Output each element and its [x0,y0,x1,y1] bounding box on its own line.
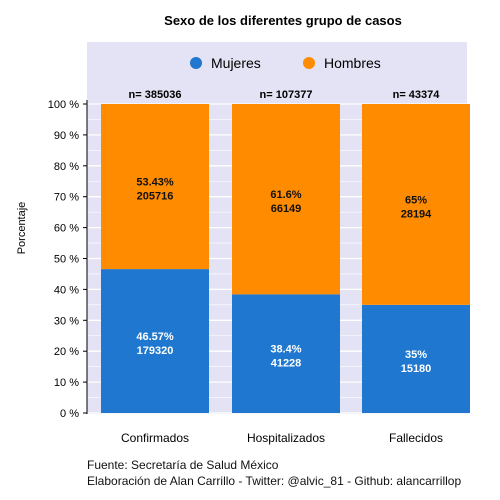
y-tick-label: 80 % [54,161,79,173]
data-label-count: 28194 [401,208,432,220]
caption-credits: Elaboración de Alan Carrillo - Twitter: … [87,474,462,488]
legend-key-mujeres [190,57,202,69]
x-tick-label: Fallecidos [389,431,443,445]
legend-label: Mujeres [211,55,261,71]
y-tick-label: 30 % [54,315,79,327]
bar-mujeres-confirmados [101,269,209,413]
legend-key-hombres [303,57,315,69]
total-label: n= 385036 [129,89,182,101]
x-tick-labels: Confirmados Hospitalizados Fallecidos [121,431,443,445]
y-tick-label: 40 % [54,284,79,296]
y-axis-label: Porcentaje [16,202,28,255]
y-tick-label: 60 % [54,223,79,235]
legend: Mujeres Hombres [190,55,381,71]
legend-label: Hombres [324,55,381,71]
bar-hombres-fallecidos [362,104,470,305]
data-label-percent: 35% [405,349,427,361]
data-label-percent: 38.4% [270,344,301,356]
bar-hombres-confirmados [101,104,209,270]
bar-hombres-hospitalizados [232,104,340,295]
data-label-percent: 46.57% [136,331,174,343]
data-label-count: 41228 [271,358,302,370]
data-label-count: 15180 [401,363,432,375]
total-labels: n= 385036 n= 107377 n= 43374 [129,89,441,101]
x-tick-label: Hospitalizados [247,431,325,445]
bar-mujeres-hospitalizados [232,294,340,413]
y-tick-label: 50 % [54,254,79,266]
y-tick-label: 100 % [48,99,79,111]
data-label-count: 179320 [137,345,174,357]
data-label-percent: 61.6% [270,189,301,201]
bars: 46.57% 179320 53.43% 205716 38.4% 41228 61.6% 6… [101,104,470,413]
data-label-count: 66149 [271,203,302,215]
data-label-count: 205716 [137,191,174,203]
total-label: n= 43374 [393,89,441,101]
x-tick-label: Confirmados [121,431,189,445]
y-tick-label: 90 % [54,130,79,142]
bar-mujeres-fallecidos [362,304,470,413]
y-tick-label: 70 % [54,192,79,204]
y-ticks: 0 % 10 % 20 % 30 % 40 % 50 % 60 % 70 % 80 % 90 % 1… [48,99,87,420]
caption-source: Fuente: Secretaría de Salud México [87,458,279,472]
total-label: n= 107377 [260,89,313,101]
data-label-percent: 65% [405,194,427,206]
chart-title: Sexo de los diferentes grupo de casos [164,13,402,28]
data-label-percent: 53.43% [136,177,174,189]
y-tick-label: 0 % [60,408,79,420]
y-tick-label: 20 % [54,346,79,358]
y-tick-label: 10 % [54,377,79,389]
